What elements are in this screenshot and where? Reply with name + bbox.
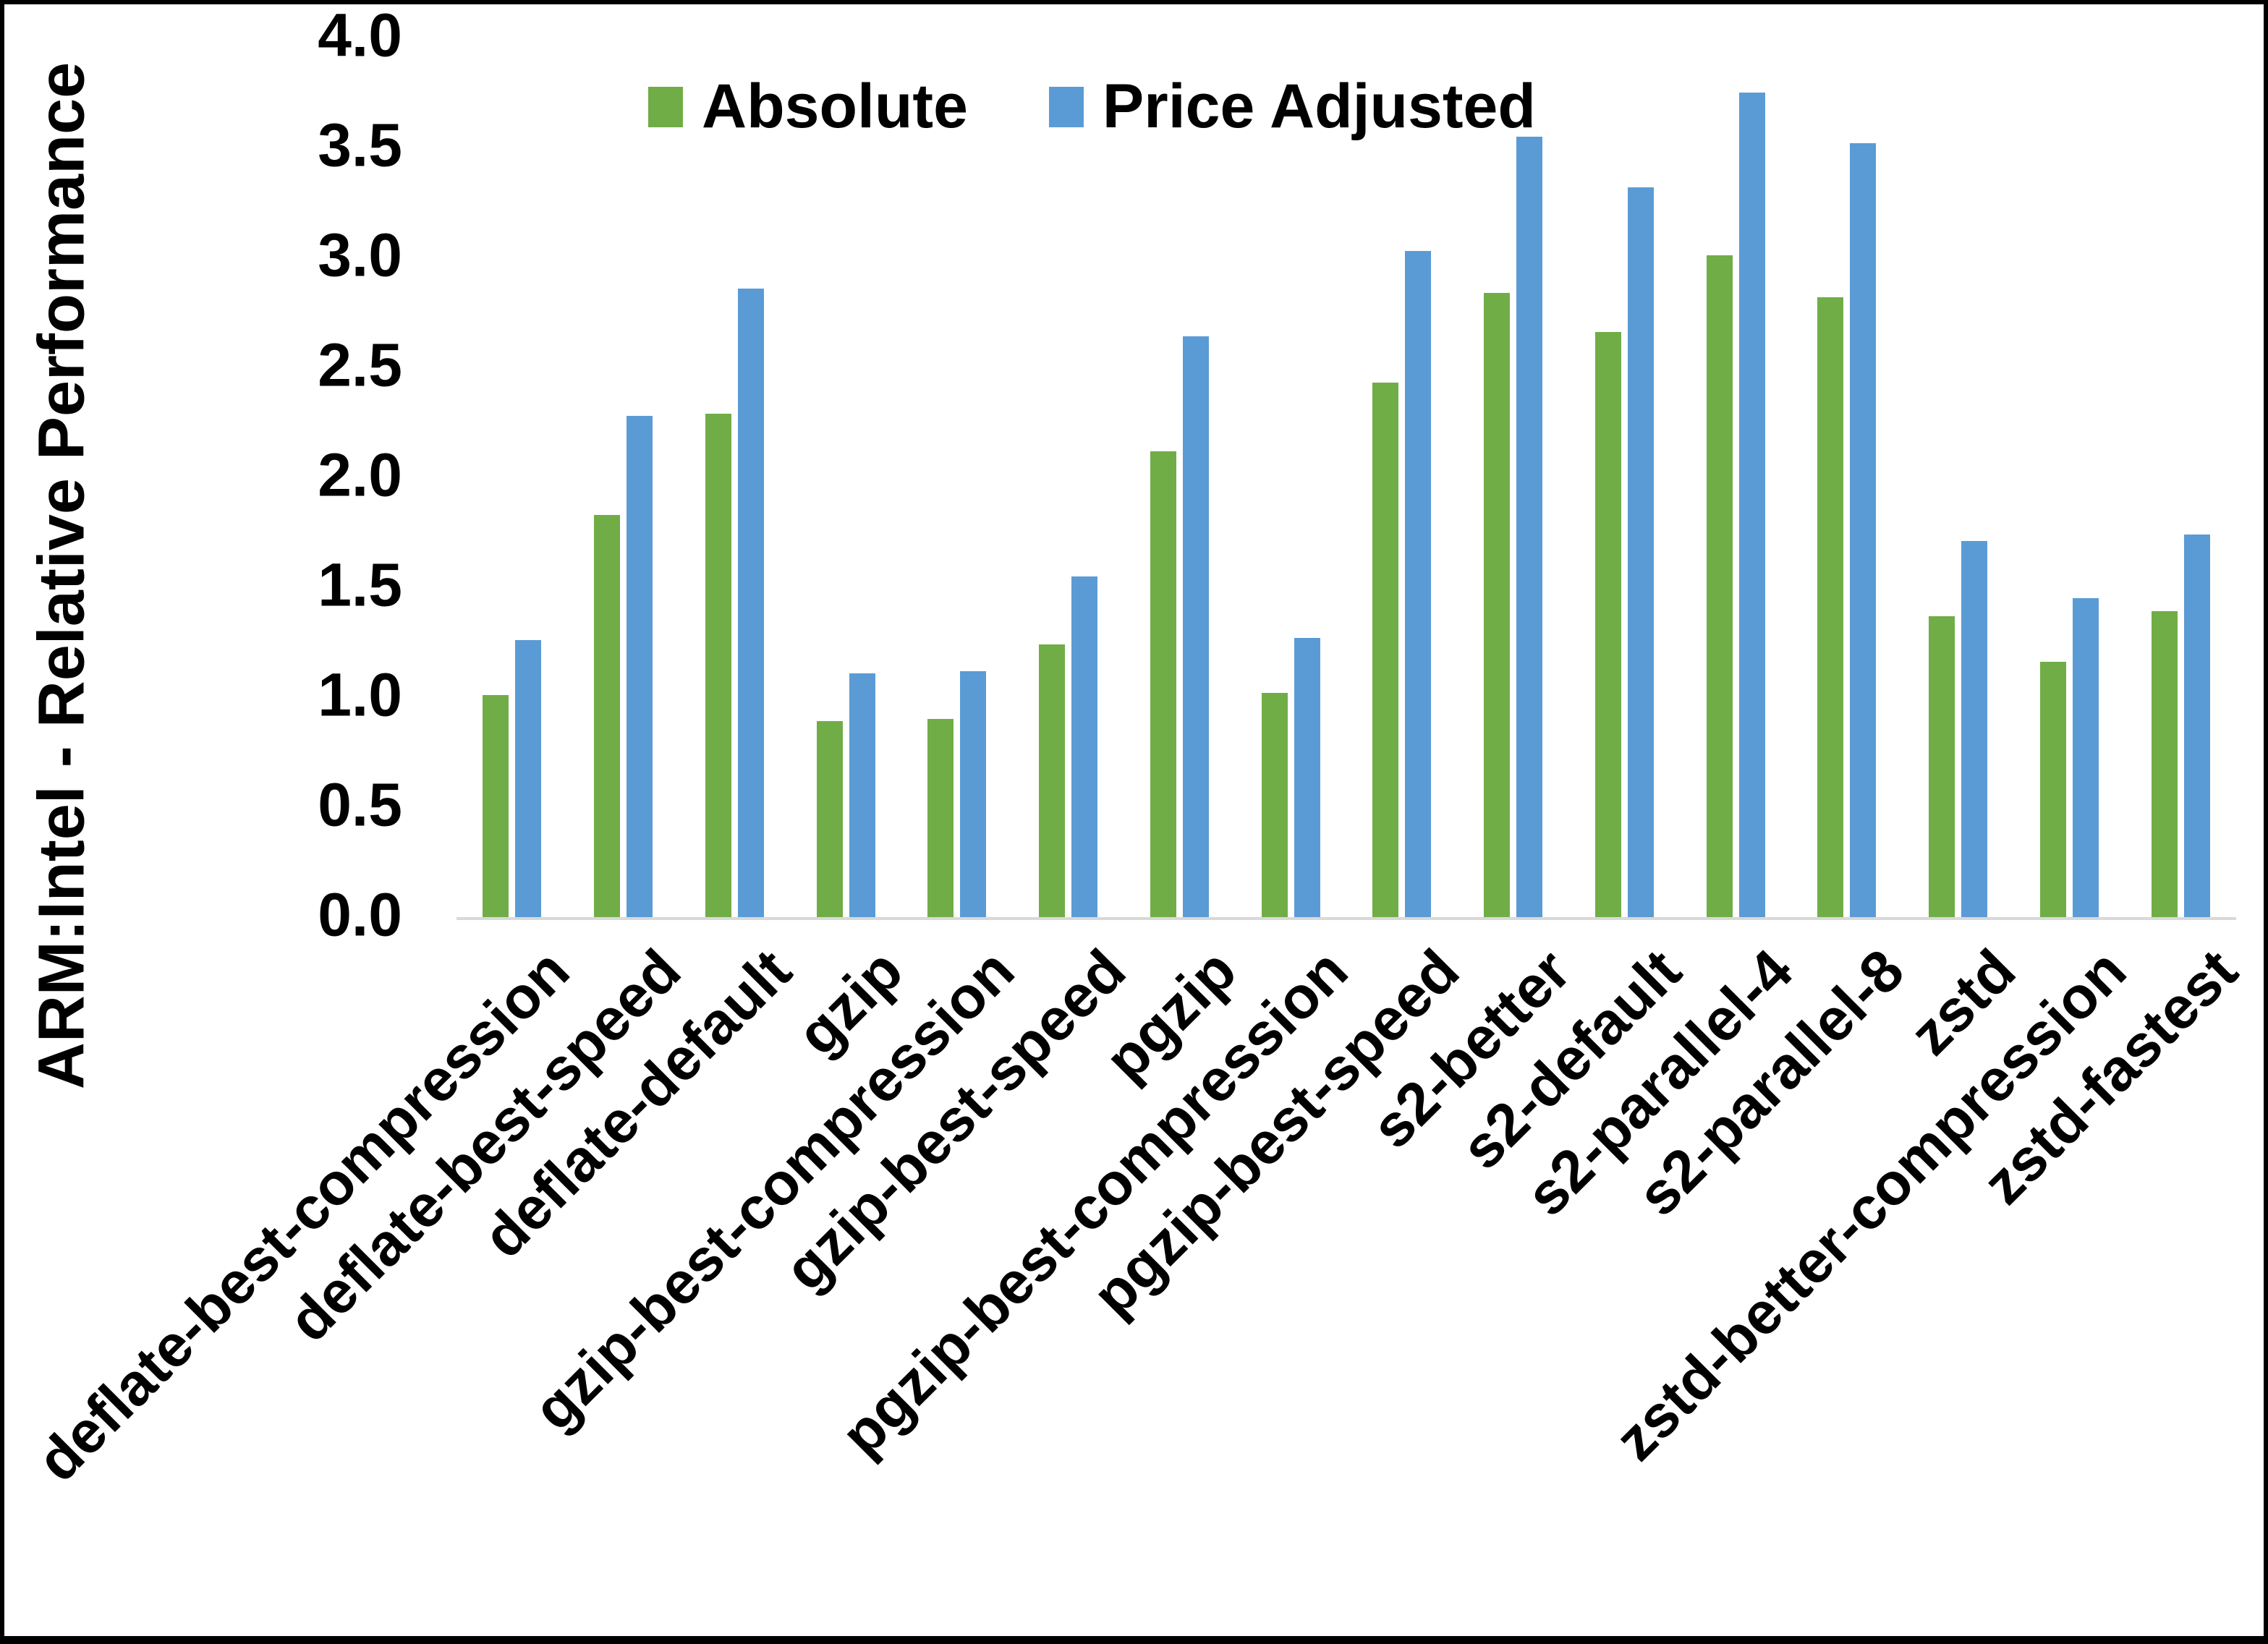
cluster-gzip-best-speed (1013, 38, 1124, 917)
cluster-s2-default (1569, 38, 1681, 917)
cluster-s2-better (1458, 38, 1569, 917)
legend-label-absolute: Absolute (702, 72, 968, 141)
bar-price-adjusted-zstd-fastest (2183, 534, 2210, 917)
plot-area (456, 38, 2236, 920)
bar-price-adjusted-s2-parallel-8 (1850, 142, 1877, 917)
bar-price-adjusted-s2-better (1516, 136, 1543, 917)
legend-swatch-absolute (648, 86, 683, 127)
y-tick-2.5: 2.5 (318, 331, 402, 399)
bar-absolute-s2-default (1594, 332, 1621, 917)
cluster-s2-parallel-4 (1680, 38, 1791, 917)
cluster-deflate-best-compression (456, 38, 568, 917)
bar-price-adjusted-s2-default (1627, 187, 1654, 917)
bar-price-adjusted-zstd (1961, 541, 1988, 917)
bar-price-adjusted-s2-parallel-4 (1738, 93, 1765, 917)
legend-swatch-price-adjusted (1048, 86, 1084, 127)
legend-label-price-adjusted: Price Adjusted (1102, 72, 1536, 141)
bar-absolute-gzip (816, 721, 843, 917)
bar-absolute-s2-parallel-8 (1817, 297, 1844, 917)
cluster-pgzip-best-speed (1346, 38, 1458, 917)
legend: Absolute Price Adjusted (648, 71, 1536, 142)
bar-absolute-gzip-best-speed (1039, 644, 1066, 917)
bar-absolute-s2-parallel-4 (1706, 255, 1733, 917)
cluster-deflate-default (679, 38, 791, 917)
bar-price-adjusted-deflate-default (737, 288, 764, 917)
y-tick-1.5: 1.5 (318, 550, 402, 619)
bar-price-adjusted-zstd-better-compression (2072, 598, 2099, 917)
cluster-zstd (1903, 38, 2014, 917)
bar-absolute-pgzip-best-compression (1261, 692, 1288, 917)
bar-absolute-deflate-best-compression (483, 694, 509, 917)
bar-series-container (456, 38, 2236, 917)
bar-absolute-deflate-default (705, 413, 731, 917)
y-tick-1.0: 1.0 (318, 660, 402, 729)
bar-absolute-pgzip-best-speed (1372, 383, 1399, 917)
bar-price-adjusted-gzip (849, 673, 875, 917)
cluster-deflate-best-speed (568, 38, 679, 917)
bar-absolute-s2-better (1484, 292, 1511, 917)
bar-price-adjusted-gzip-best-compression (960, 670, 987, 917)
y-tick-3.0: 3.0 (318, 221, 402, 289)
bar-absolute-zstd-better-compression (2039, 662, 2066, 917)
y-tick-0.5: 0.5 (318, 770, 402, 839)
bar-absolute-gzip-best-compression (927, 719, 954, 917)
cluster-zstd-fastest (2125, 38, 2236, 917)
y-tick-4.0: 4.0 (318, 1, 402, 69)
bar-absolute-zstd-fastest (2151, 611, 2178, 917)
y-axis-title: ARM:Intel - Relative Performance (25, 61, 98, 1090)
y-tick-0.0: 0.0 (318, 880, 402, 949)
bar-price-adjusted-pgzip-best-speed (1405, 250, 1432, 917)
cluster-pgzip-best-compression (1235, 38, 1346, 917)
bar-absolute-deflate-best-speed (594, 514, 621, 917)
bar-price-adjusted-deflate-best-speed (627, 415, 653, 917)
cluster-gzip (790, 38, 901, 917)
bar-absolute-pgzip (1150, 451, 1176, 917)
bar-price-adjusted-pgzip (1182, 336, 1209, 917)
cluster-s2-parallel-8 (1791, 38, 1903, 917)
legend-item-price-adjusted: Price Adjusted (1048, 71, 1536, 142)
cluster-zstd-better-compression (2014, 38, 2125, 917)
bar-absolute-zstd (1929, 616, 1955, 917)
cluster-pgzip (1124, 38, 1236, 917)
bar-price-adjusted-pgzip-best-compression (1294, 637, 1320, 917)
cluster-gzip-best-compression (901, 38, 1013, 917)
y-tick-3.5: 3.5 (318, 111, 402, 179)
bar-price-adjusted-gzip-best-speed (1071, 576, 1098, 917)
bar-price-adjusted-deflate-best-compression (515, 639, 542, 917)
y-tick-2.0: 2.0 (318, 440, 402, 509)
legend-item-absolute: Absolute (648, 71, 968, 142)
